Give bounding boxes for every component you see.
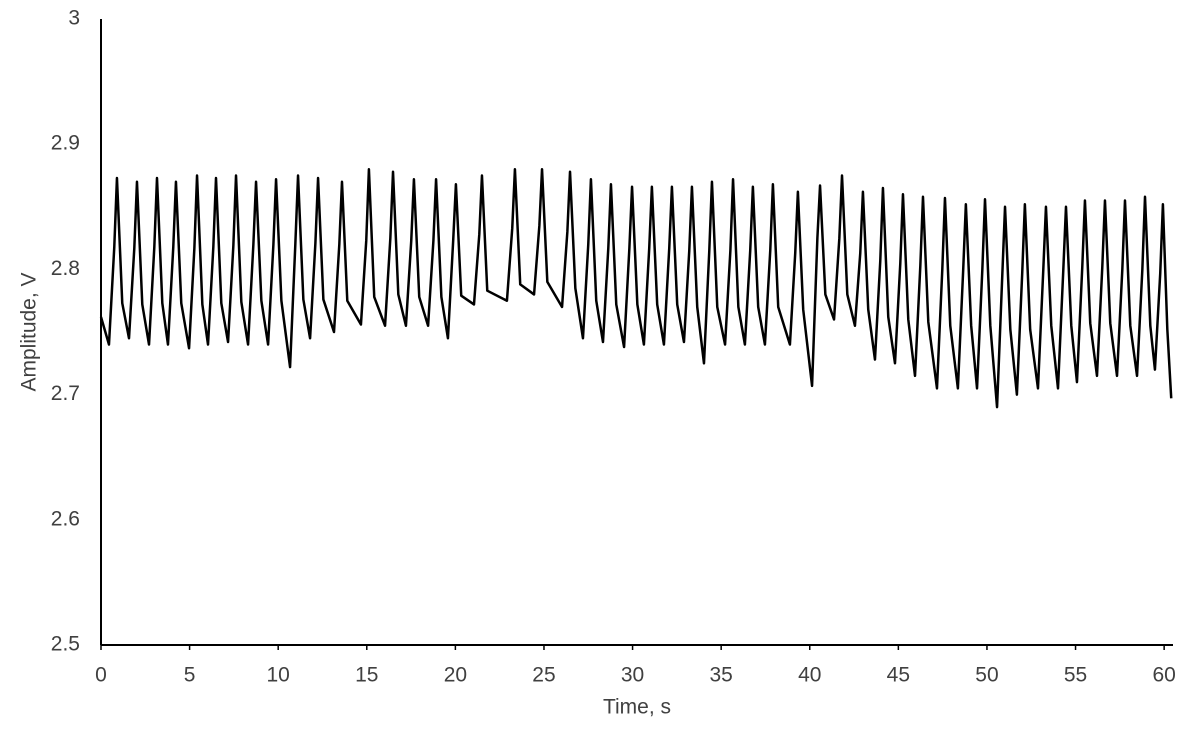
y-tick-label: 2.5 [51, 633, 80, 656]
x-tick-label: 50 [975, 664, 998, 687]
x-tick-label: 5 [184, 664, 196, 687]
y-tick-label: 3 [68, 7, 80, 30]
x-tick-label: 0 [95, 664, 107, 687]
x-tick-label: 35 [709, 664, 732, 687]
signal-line [99, 167, 1173, 409]
x-tick-label: 20 [444, 664, 467, 687]
y-tick-label: 2.9 [51, 132, 80, 155]
y-tick-label: 2.8 [51, 257, 80, 280]
x-tick-label: 25 [532, 664, 555, 687]
y-tick-label: 2.6 [51, 507, 80, 530]
x-tick-label: 15 [355, 664, 378, 687]
x-tick-label: 60 [1152, 664, 1175, 687]
x-tick-label: 40 [798, 664, 821, 687]
y-tick-label: 2.7 [51, 382, 80, 405]
x-tick-label: 10 [267, 664, 290, 687]
x-axis-title: Time, s [603, 696, 671, 719]
x-tick-label: 30 [621, 664, 644, 687]
x-tick-label: 45 [887, 664, 910, 687]
x-tick-label: 55 [1064, 664, 1087, 687]
y-axis-title: Amplitude, V [18, 272, 41, 391]
